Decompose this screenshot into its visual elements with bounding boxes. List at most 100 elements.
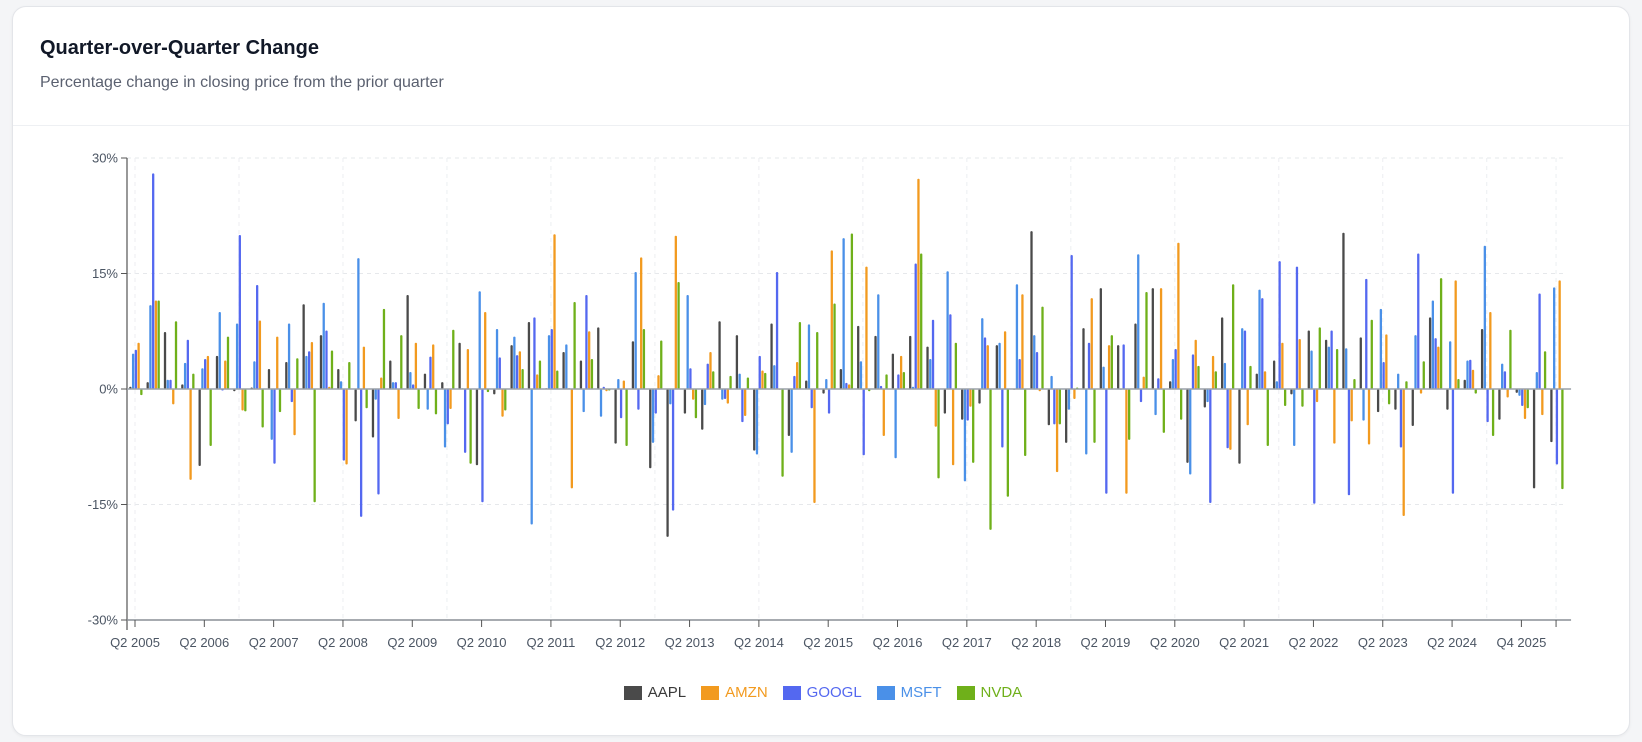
bar-aapl bbox=[874, 335, 877, 389]
bar-msft bbox=[1189, 389, 1192, 475]
bar-nvda bbox=[1561, 389, 1564, 490]
bar-msft bbox=[287, 323, 291, 389]
bar-nvda bbox=[1405, 381, 1408, 389]
bar-nvda bbox=[140, 389, 143, 396]
bar-nvda bbox=[400, 335, 403, 389]
x-tick-label: Q2 2021 bbox=[1219, 635, 1269, 650]
bar-aapl bbox=[146, 382, 149, 389]
legend-item-googl[interactable]: GOOGL bbox=[782, 684, 862, 701]
bar-nvda bbox=[1162, 389, 1165, 433]
bar-nvda bbox=[902, 372, 906, 389]
bar-amzn bbox=[380, 377, 383, 389]
bar-googl bbox=[446, 389, 449, 425]
y-tick-label: 15% bbox=[92, 266, 118, 281]
legend-item-amzn[interactable]: AMZN bbox=[701, 684, 768, 701]
bar-msft bbox=[1535, 372, 1538, 389]
bar-msft bbox=[443, 389, 447, 448]
bar-msft bbox=[721, 389, 724, 400]
bar-aapl bbox=[1117, 345, 1120, 389]
bar-googl bbox=[706, 363, 709, 389]
bar-aapl bbox=[1359, 337, 1362, 389]
bar-nvda bbox=[989, 389, 992, 530]
bar-amzn bbox=[553, 234, 556, 389]
bar-aapl bbox=[510, 345, 513, 389]
bar-msft bbox=[1518, 389, 1521, 396]
bar-msft bbox=[235, 323, 239, 389]
legend-item-msft[interactable]: MSFT bbox=[876, 684, 942, 701]
bar-msft bbox=[825, 378, 828, 389]
bar-googl bbox=[1347, 389, 1351, 496]
legend: AAPL AMZN GOOGL MSFT NVDA bbox=[0, 684, 1642, 701]
x-tick-label: Q2 2008 bbox=[318, 635, 368, 650]
bar-aapl bbox=[943, 389, 947, 414]
bar-googl bbox=[273, 389, 276, 464]
bar-msft bbox=[1171, 358, 1175, 389]
bar-msft bbox=[877, 294, 880, 389]
bar-googl bbox=[1157, 378, 1160, 389]
legend-item-aapl[interactable]: AAPL bbox=[623, 684, 686, 701]
bar-nvda bbox=[1249, 365, 1252, 389]
bar-googl bbox=[204, 358, 207, 389]
bar-amzn bbox=[1454, 280, 1457, 389]
y-tick-label: 0% bbox=[99, 382, 118, 397]
bar-amzn bbox=[830, 250, 833, 389]
legend-label-nvda: NVDA bbox=[980, 684, 1023, 701]
bar-amzn bbox=[1073, 389, 1076, 400]
bar-amzn bbox=[709, 352, 712, 389]
bar-nvda bbox=[1110, 335, 1113, 389]
bar-aapl bbox=[961, 389, 964, 420]
bar-msft bbox=[842, 238, 845, 389]
bar-msft bbox=[1223, 362, 1227, 389]
legend-swatch-amzn bbox=[701, 685, 720, 700]
bar-googl bbox=[1382, 362, 1385, 389]
bar-amzn bbox=[1021, 294, 1024, 389]
bar-nvda bbox=[1180, 389, 1183, 420]
bar-amzn bbox=[484, 312, 487, 389]
legend-item-nvda[interactable]: NVDA bbox=[956, 684, 1023, 701]
bar-amzn bbox=[449, 389, 452, 410]
bar-aapl bbox=[1290, 389, 1293, 395]
bar-aapl bbox=[995, 345, 998, 389]
bar-aapl bbox=[1376, 389, 1380, 413]
bar-msft bbox=[149, 305, 152, 389]
bar-amzn bbox=[1333, 389, 1336, 444]
bar-googl bbox=[827, 389, 831, 414]
bar-amzn bbox=[1298, 338, 1301, 389]
bar-msft bbox=[1501, 363, 1504, 389]
legend-swatch-msft bbox=[876, 685, 895, 700]
bar-aapl bbox=[1065, 389, 1068, 443]
bar-googl bbox=[983, 337, 987, 389]
bar-amzn bbox=[1281, 342, 1284, 389]
bar-msft bbox=[253, 361, 256, 389]
bar-aapl bbox=[458, 342, 461, 389]
bar-msft bbox=[1206, 389, 1209, 403]
bar-msft bbox=[495, 328, 499, 389]
bar-aapl bbox=[1203, 389, 1206, 408]
bar-aapl bbox=[1342, 232, 1345, 389]
bar-aapl bbox=[579, 360, 583, 389]
bar-amzn bbox=[1471, 369, 1475, 389]
bar-googl bbox=[1087, 342, 1091, 389]
bar-msft bbox=[738, 373, 741, 389]
bar-googl bbox=[1226, 389, 1229, 449]
bar-googl bbox=[1486, 389, 1489, 423]
bar-amzn bbox=[917, 178, 920, 389]
bar-nvda bbox=[538, 360, 542, 389]
bar-aapl bbox=[1151, 288, 1154, 389]
bar-msft bbox=[755, 389, 759, 455]
bar-googl bbox=[723, 389, 727, 400]
bar-amzn bbox=[466, 348, 470, 389]
bar-aapl bbox=[1272, 360, 1276, 389]
bar-nvda bbox=[469, 389, 472, 464]
bar-msft bbox=[634, 271, 637, 389]
bar-nvda bbox=[1301, 389, 1304, 407]
bar-amzn bbox=[206, 355, 210, 389]
bar-msft bbox=[1327, 346, 1331, 389]
bar-msft bbox=[1466, 360, 1469, 389]
bar-msft bbox=[1483, 245, 1486, 389]
bar-amzn bbox=[1263, 371, 1267, 389]
bar-googl bbox=[1070, 255, 1073, 389]
bar-amzn bbox=[813, 389, 816, 503]
x-tick-label: Q2 2015 bbox=[803, 635, 853, 650]
bar-googl bbox=[845, 382, 848, 389]
